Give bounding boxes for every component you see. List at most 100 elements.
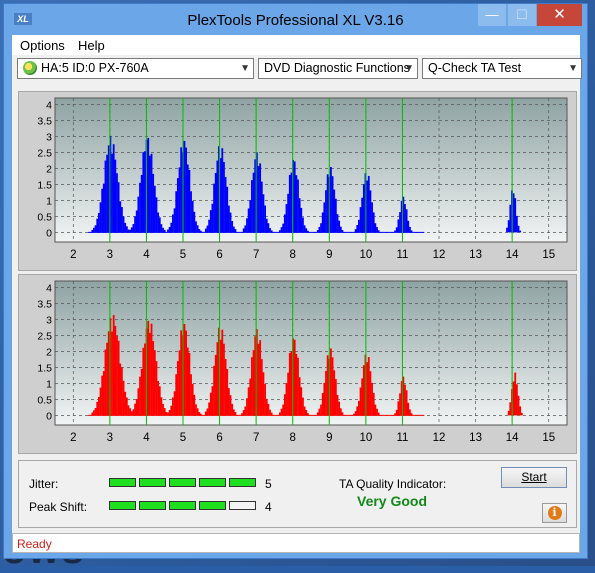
data-bar [168, 409, 171, 416]
data-bar [279, 230, 281, 233]
peak-shift-value: 4 [265, 500, 272, 514]
data-bar [229, 212, 232, 233]
data-bar [407, 402, 410, 416]
data-bar [173, 208, 176, 233]
x-tick-label: 5 [180, 249, 186, 261]
data-bar [339, 226, 342, 233]
test-select[interactable]: Q-Check TA Test ▼ [422, 58, 582, 79]
y-tick-label: 2.5 [37, 330, 52, 342]
drive-select-value: HA:5 ID:0 PX-760A [41, 61, 149, 75]
data-bar [142, 347, 145, 416]
start-button[interactable]: Start [501, 467, 567, 488]
data-bar [402, 376, 405, 416]
data-bar [158, 217, 161, 233]
data-bar [153, 185, 156, 233]
menu-bar: Options Help [12, 35, 580, 55]
data-bar [178, 167, 181, 233]
info-icon: i [547, 506, 562, 520]
data-bar [242, 410, 245, 416]
x-tick-label: 7 [253, 432, 259, 444]
data-bar [219, 339, 222, 416]
data-bar [160, 397, 163, 416]
data-bar [137, 196, 140, 233]
data-bar [183, 140, 186, 233]
status-bar: Ready [12, 533, 580, 553]
data-bar [374, 223, 377, 233]
peak-shift-segment [109, 501, 136, 510]
data-bar [91, 229, 94, 233]
data-bar [282, 404, 285, 416]
menu-options[interactable]: Options [20, 38, 65, 53]
data-bar [325, 370, 327, 416]
data-bar [404, 384, 406, 416]
data-bar [395, 227, 398, 233]
data-bar [399, 393, 401, 416]
y-tick-label: 2.5 [37, 147, 52, 159]
x-tick-label: 4 [143, 249, 150, 261]
minimize-button[interactable]: — [478, 4, 506, 26]
data-bar [213, 365, 215, 416]
data-bar [124, 391, 127, 416]
data-bar [134, 403, 136, 416]
data-bar [221, 329, 224, 416]
data-bar [285, 204, 288, 233]
data-bar [323, 382, 326, 416]
title-bar[interactable]: XL PlexTools Professional XL V3.16 — ☐ ✕ [4, 4, 587, 35]
data-bar [135, 210, 138, 233]
data-bar [91, 412, 94, 416]
data-bar [270, 230, 273, 233]
data-bar [112, 144, 115, 233]
data-bar [160, 224, 163, 233]
jitter-segment [229, 478, 256, 487]
drive-select[interactable]: HA:5 ID:0 PX-760A ▼ [17, 58, 254, 79]
function-select[interactable]: DVD Diagnostic Functions ▼ [258, 58, 418, 79]
data-bar [195, 404, 197, 416]
data-bar [137, 388, 140, 416]
data-bar [132, 224, 135, 233]
plot-area [54, 97, 568, 243]
data-bar [300, 207, 303, 233]
data-bar [354, 411, 357, 416]
data-bar [254, 336, 257, 416]
x-tick-label: 6 [216, 432, 222, 444]
data-bar [99, 387, 102, 416]
menu-help[interactable]: Help [78, 38, 105, 53]
data-bar [334, 379, 337, 416]
x-tick-label: 3 [107, 432, 113, 444]
data-bar [362, 365, 365, 416]
data-bar [339, 408, 342, 416]
info-button[interactable]: i [542, 503, 567, 523]
data-bar [259, 340, 262, 416]
data-bar [191, 383, 194, 416]
x-tick-label: 12 [433, 432, 446, 444]
data-bar [371, 202, 373, 233]
x-tick-label: 6 [216, 249, 222, 261]
data-bar [211, 203, 214, 233]
data-bar [134, 216, 136, 233]
data-bar [232, 226, 235, 233]
data-bar [377, 412, 380, 416]
data-bar [204, 228, 207, 233]
data-bar [407, 220, 410, 233]
data-bar [265, 398, 268, 416]
close-button[interactable]: ✕ [537, 4, 582, 26]
data-bar [157, 212, 160, 233]
x-tick-label: 5 [180, 432, 186, 444]
data-bar [260, 359, 263, 416]
data-bar [102, 183, 105, 233]
data-bar [283, 394, 286, 416]
data-bar [188, 352, 191, 416]
data-bar [367, 357, 370, 416]
data-bar [214, 172, 217, 233]
plot-area [54, 280, 568, 426]
data-bar [336, 394, 339, 416]
data-bar [96, 401, 99, 416]
maximize-button[interactable]: ☐ [508, 4, 536, 26]
y-tick-label: 2 [46, 163, 52, 175]
data-bar [395, 409, 398, 416]
data-bar [196, 225, 199, 233]
data-bar [119, 201, 122, 233]
data-bar [97, 396, 100, 416]
y-tick-label: 3 [46, 131, 52, 143]
data-bar [515, 215, 518, 233]
